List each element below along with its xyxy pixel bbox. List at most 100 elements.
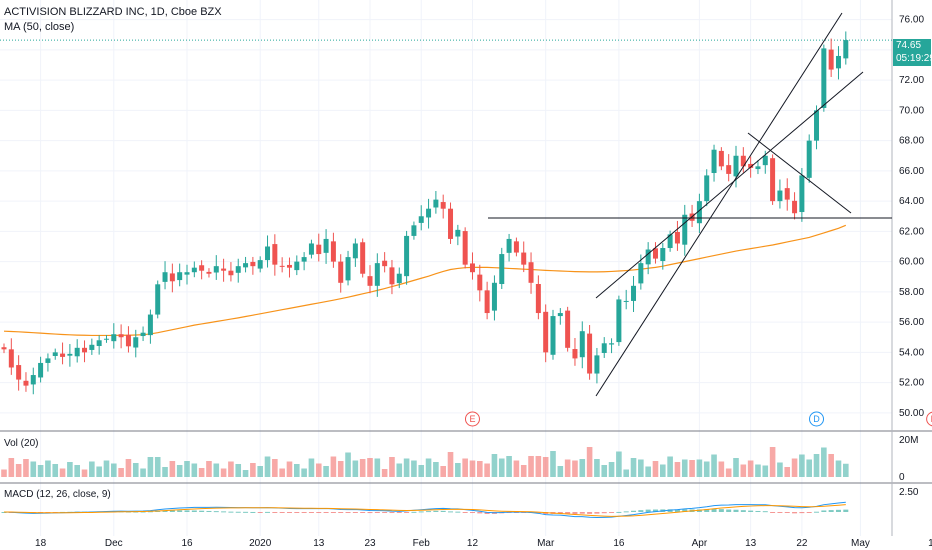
event-marker-label: E (469, 414, 475, 424)
volume-bar (418, 465, 425, 477)
volume-bar (257, 466, 263, 477)
volume-bar (59, 468, 66, 477)
volume-bar (821, 447, 827, 477)
macd-histogram-bar (762, 511, 768, 513)
price-tick-label: 70.00 (899, 105, 924, 116)
macd-histogram-bar (404, 512, 410, 513)
candle-body (294, 261, 300, 271)
time-tick-label: Mar (537, 538, 555, 549)
candle-body (338, 261, 344, 283)
volume-bar (169, 461, 176, 477)
candle-body (177, 272, 183, 281)
channel-upper-line (595, 71, 864, 299)
candle-body (821, 48, 827, 108)
candle-body (814, 110, 820, 141)
candle-body (652, 248, 658, 259)
volume-bar (81, 469, 88, 477)
candle-body (660, 248, 666, 262)
candles (1, 31, 849, 395)
candle-body (587, 333, 593, 374)
volume-bar (330, 456, 337, 477)
time-tick-label: Feb (413, 538, 431, 549)
volume-bar (228, 461, 234, 477)
volume-bar (660, 464, 666, 477)
macd-histogram-bar (228, 511, 234, 513)
macd-axis-label: 2.50 (899, 487, 919, 498)
volume-bar (762, 465, 769, 477)
price-tick-label: 60.00 (899, 257, 924, 268)
volume-bar (784, 467, 791, 477)
macd-histogram-bar (382, 512, 388, 513)
volume-bar (359, 459, 366, 477)
volume-bar (528, 456, 534, 477)
candle-body (843, 40, 849, 59)
volume-bar (564, 459, 571, 477)
candle-body (521, 252, 527, 265)
macd-histogram-bar (265, 511, 271, 513)
volume-bar (696, 459, 703, 477)
candle-body (30, 375, 36, 385)
candle-body (345, 257, 351, 281)
macd-histogram-bar (821, 510, 827, 512)
candle-body (184, 272, 190, 275)
candle-body (308, 243, 314, 255)
macd-histogram-bar (147, 511, 153, 513)
volume-bar (645, 466, 651, 477)
volume-bar (89, 461, 95, 477)
chart-title: ACTIVISION BLIZZARD INC, 1D, Cboe BZX (4, 6, 222, 18)
macd-histogram-bar (601, 512, 607, 514)
candle-body (792, 200, 798, 214)
candle-body (213, 266, 219, 273)
candle-body (389, 267, 395, 285)
macd-histogram-bar (682, 509, 688, 512)
macd-histogram-bar (572, 512, 578, 515)
macd-histogram-bar (462, 512, 468, 513)
macd-histogram-bar (623, 511, 629, 513)
candle-body (484, 290, 490, 314)
time-axis: 18 Dec 16 2020 13 23 Feb 12 Mar 16 Apr 13 22 May 18 (35, 538, 932, 549)
candle-body (228, 270, 234, 276)
volume-bar (279, 468, 285, 477)
macd-histogram-bar (484, 512, 490, 515)
macd-histogram-bar (199, 510, 205, 512)
candle-body (23, 380, 29, 386)
candle-body (169, 273, 175, 282)
volume-bar (440, 466, 446, 477)
candle-body (557, 313, 563, 317)
candle-body (506, 238, 512, 253)
volume-bar (433, 462, 439, 477)
candle-body (155, 284, 161, 315)
macd-histogram-bar (323, 512, 329, 513)
volume-bar (506, 456, 512, 477)
macd-histogram-bar (294, 512, 300, 513)
volume-bar (111, 463, 117, 477)
macd-histogram-bar (535, 512, 541, 514)
volume-bar (586, 447, 593, 477)
candle-body (38, 362, 44, 378)
volume-bar (843, 463, 849, 477)
macd-histogram-bar (330, 512, 336, 513)
volume-bar (242, 470, 249, 477)
candle-body (96, 340, 102, 347)
candle-body (448, 208, 454, 239)
time-tick-label: 16 (181, 538, 193, 549)
candle-body (162, 272, 168, 282)
volume-bar (206, 461, 212, 477)
volume-bar (23, 459, 29, 477)
macd-histogram-bar (286, 512, 292, 513)
candle-body (623, 300, 629, 302)
candle-body (323, 238, 329, 253)
macd-histogram-bar (418, 511, 424, 513)
volume-bar (323, 466, 329, 477)
candle-body (279, 265, 285, 267)
macd-histogram-bar (221, 511, 227, 513)
volume-bar (608, 462, 615, 477)
macd-histogram-bar (674, 509, 680, 512)
volume-bar (498, 458, 505, 477)
macd-histogram-bar (718, 509, 724, 512)
candle-body (543, 311, 549, 353)
candle-body (572, 349, 578, 359)
candle-body (411, 225, 417, 236)
volume-bar (652, 461, 659, 477)
